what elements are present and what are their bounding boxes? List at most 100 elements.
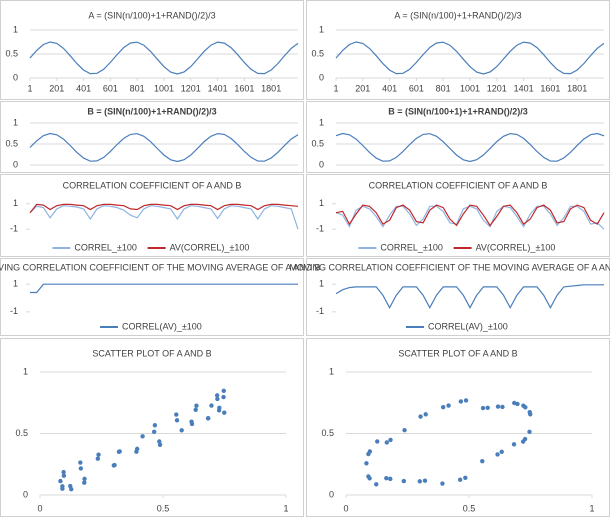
x-tick-label: 1601 [540,83,560,93]
x-tick-label: 1001 [154,83,174,93]
scatter-point [95,456,101,461]
y-tick-label: 0.5 [5,138,18,148]
legend-label: CORREL(AV)_±100 [122,321,202,331]
scatter-point [69,487,74,492]
y-tick-label: -1 [10,224,18,234]
scatter-point [82,480,87,485]
scatter-point [58,478,63,484]
x-tick-label: 1801 [567,83,587,93]
scatter-point [222,410,227,415]
scatter-point [463,475,468,480]
data-line [29,205,299,230]
x-tick-label: 601 [103,83,118,93]
scatter-point [458,399,464,404]
y-tick-label: 0.5 [15,428,28,438]
scatter-point [60,484,65,489]
scatter-point [480,405,486,411]
scatter-point [521,403,526,408]
scatter-point [375,439,380,444]
data-line [30,283,298,294]
scatter-point [417,479,422,484]
scatter-point [511,442,517,447]
y-tick-label: 1 [13,117,18,127]
data-line [335,41,605,75]
scatter-point [364,461,369,466]
scatter-point [112,462,117,468]
y-tick-label: 1 [13,279,18,289]
y-tick-label: 1 [319,117,324,127]
scatter-point [134,446,140,452]
scatter-point [179,428,184,433]
scatter-point [78,466,84,471]
x-tick-label: 401 [76,83,91,93]
scatter-point [116,449,122,455]
scatter-point [527,410,532,415]
scatter-point [527,429,532,434]
chart-title: MOVING CORRELATION COEFFICIENT OF THE MO… [290,262,610,272]
data-line [335,284,604,309]
scatter-point [384,475,389,481]
legend-label: CORREL(AV)_±100 [428,321,508,331]
scatter-point [401,478,407,484]
scatter-point [216,408,222,413]
scatter-point [61,469,66,475]
y-tick-label: -1 [316,306,324,316]
y-tick-label: 0 [329,489,334,499]
y-tick-label: -1 [316,224,324,234]
x-tick-label: 0.5 [463,503,476,513]
y-tick-label: 0 [13,72,18,82]
y-tick-label: 0.5 [321,428,334,438]
chart-title: B = (SIN(n/100+1)+1+RAND()/2)/3 [388,106,528,116]
scatter-point [500,404,505,410]
scatter-point [157,442,163,448]
legend-label: AV(CORREL)_±100 [476,242,556,252]
y-tick-label: 1 [13,198,18,208]
scatter-point [189,421,195,427]
y-tick-label: 0.5 [311,48,324,58]
scatter-point [367,476,372,481]
scatter-point [193,407,198,412]
chart-title: CORRELATION COEFFICIENT OF A AND B [369,180,548,190]
scatter-point [174,418,180,423]
x-tick-label: 1 [333,83,338,93]
scatter-point [82,476,87,482]
panel-border [0,174,304,257]
scatter-point [374,482,379,487]
scatter-point [522,436,528,442]
scatter-point [96,452,101,457]
scatter-point [495,452,500,457]
scatter-point [366,451,371,457]
scatter-point [384,440,390,445]
chart-title: B = (SIN(n/100)+1+RAND()/2)/3 [87,106,216,116]
scatter-point [140,434,145,439]
x-tick-label: 201 [355,83,370,93]
scatter-point [423,412,428,417]
x-tick-label: 0 [37,503,42,513]
chart-title: SCATTER PLOT OF A AND B [398,348,517,358]
legend-label: AV(CORREL)_±100 [170,242,250,252]
scatter-point [388,437,393,443]
scatter-point [61,473,67,478]
y-tick-label: 1 [13,24,18,34]
data-line [335,204,605,227]
legend-label: CORREL_±100 [380,242,442,252]
x-tick-label: 801 [130,83,145,93]
panel-border [0,338,304,517]
y-tick-label: 1 [319,198,324,208]
x-tick-label: 1 [27,83,32,93]
scatter-point [485,405,490,410]
scatter-point [499,449,504,455]
data-line [335,132,605,163]
scatter-point [512,400,517,406]
y-tick-label: 0 [13,159,18,169]
scatter-point [174,412,179,417]
x-tick-label: 1 [283,503,288,513]
x-tick-label: 1801 [261,83,281,93]
y-tick-label: 0.5 [5,48,18,58]
x-tick-label: 1 [589,503,594,513]
scatter-point [422,478,428,483]
scatter-point [214,393,220,398]
x-tick-label: 0.5 [157,503,170,513]
legend-label: CORREL_±100 [74,242,136,252]
